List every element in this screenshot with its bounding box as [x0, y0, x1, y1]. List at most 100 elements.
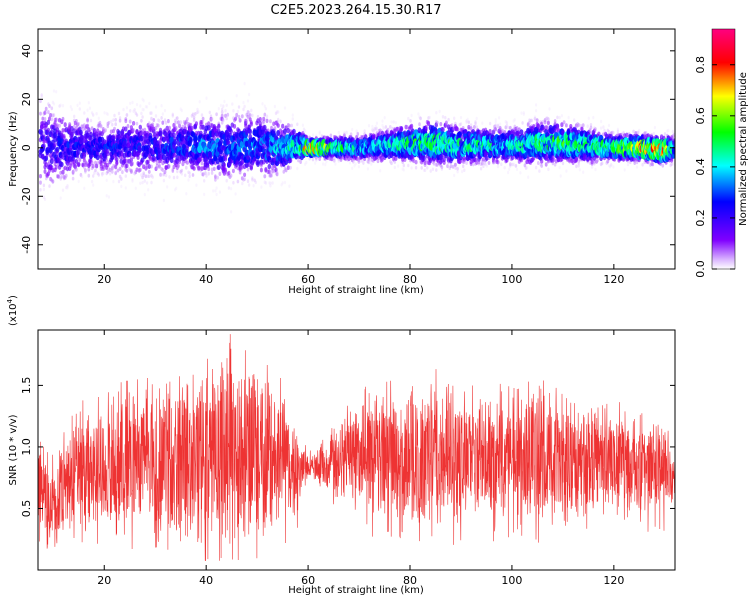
spectrogram-cell: [375, 126, 379, 131]
spectrogram-cell: [81, 162, 85, 168]
spectrogram-cell: [592, 115, 595, 120]
spectrogram-cell: [60, 174, 64, 179]
spectrogram-cell: [114, 117, 117, 122]
spectrogram-cell: [562, 120, 566, 125]
spectrogram-cell: [96, 171, 99, 176]
spectrogram-cell: [453, 116, 456, 121]
spectrogram-cell: [147, 141, 152, 147]
spectrogram-cell: [214, 174, 217, 179]
spectrogram-cell: [90, 111, 94, 115]
spectrogram-cell: [536, 123, 540, 128]
spectrogram-cell: [200, 120, 204, 125]
spectrogram-cell: [418, 122, 421, 127]
spectrogram-cell: [189, 122, 193, 127]
spectrogram-cell: [187, 170, 190, 175]
spectrogram-cell: [224, 113, 227, 118]
spectrogram-cell: [207, 121, 211, 126]
spectrogram-cell: [128, 152, 132, 158]
spectrogram-cell: [160, 173, 163, 177]
spectrogram-cell: [166, 185, 169, 189]
spectrogram-cell: [128, 119, 132, 124]
spectrogram-cell: [44, 124, 48, 129]
spectrogram-cell: [565, 169, 568, 173]
spectrogram-cell: [144, 174, 148, 179]
spectrogram-cell: [46, 127, 51, 133]
spectrogram-cell: [242, 107, 245, 112]
spectrogram-cell: [161, 112, 164, 116]
spectrogram-cell: [343, 133, 346, 138]
spectrogram-cell: [138, 167, 142, 172]
spectrogram-cell: [381, 119, 384, 123]
spectrogram-cell: [198, 166, 202, 171]
spectrogram-cell: [227, 186, 231, 190]
spectrogram-cell: [601, 161, 604, 166]
spectrogram-cell: [423, 163, 427, 167]
spectrogram-cell: [261, 102, 264, 106]
spectrogram-cell: [106, 112, 109, 117]
spectrogram-cell: [59, 103, 62, 107]
spectrogram-cell: [39, 99, 42, 104]
spectrogram-cell: [41, 116, 45, 121]
spectrogram-cell: [256, 161, 260, 167]
spectrogram-cell: [142, 173, 145, 178]
spectrogram-cell: [62, 176, 66, 180]
spectrogram-cell: [390, 161, 393, 166]
spectrogram-cell: [117, 130, 121, 137]
spectrogram-cell: [172, 164, 176, 170]
spectrogram-cell: [374, 127, 377, 131]
spectrogram-cell: [494, 127, 498, 132]
spectrogram-cell: [191, 173, 195, 177]
spectrogram-cell: [47, 110, 50, 115]
spectrogram-cell: [171, 169, 175, 173]
spectrogram-cell: [219, 103, 223, 108]
spectrogram-cell: [607, 123, 611, 128]
spectrogram-cell: [220, 116, 224, 122]
spectrogram-cell: [151, 175, 154, 179]
spectrogram-cell: [82, 151, 86, 157]
spectrogram-cell: [162, 198, 165, 203]
spectrogram-cell: [373, 134, 377, 139]
spectrogram-cell: [55, 90, 58, 94]
spectrogram-cell: [103, 166, 106, 171]
spectrogram-cell: [347, 157, 351, 162]
spectrogram-cell: [124, 186, 127, 190]
spectrogram-cell: [212, 136, 216, 141]
spectrogram-cell: [87, 167, 91, 172]
spectrogram-cell: [158, 164, 161, 169]
spectrogram-cell: [198, 100, 201, 104]
spectrogram-cell: [52, 89, 56, 93]
spectrogram-cell: [163, 170, 167, 175]
spectrogram-cell: [251, 177, 254, 182]
spectrogram-cell: [394, 156, 398, 161]
spectrogram-cell: [252, 184, 255, 188]
spectrogram-cell: [112, 179, 115, 184]
spectrogram-cell: [271, 181, 274, 185]
spectrogram-cell: [288, 157, 293, 163]
spectrogram-cell: [248, 128, 253, 135]
spectrogram-cell: [439, 122, 443, 127]
spectrogram-cell: [435, 168, 438, 172]
spectrogram-cell: [232, 123, 237, 129]
spectrogram-cell: [242, 177, 245, 182]
spectrogram-cell: [180, 168, 184, 173]
spectrogram-cell: [246, 99, 250, 103]
spectrogram-cell: [527, 175, 530, 179]
spectrogram-cell: [311, 133, 315, 137]
spectrogram-cell: [51, 100, 55, 105]
spectrogram-cell: [275, 110, 279, 114]
spectrogram-cell: [417, 112, 420, 116]
spectrogram-cell: [106, 148, 110, 154]
spectrogram-cell: [291, 113, 294, 117]
spectrogram-cell: [245, 119, 249, 124]
spectrogram-cell: [43, 197, 47, 201]
spectrogram-cell: [496, 123, 500, 127]
spectrogram-cell: [141, 175, 144, 180]
spectrogram-cell: [652, 131, 655, 136]
spectrogram-cell: [251, 113, 254, 118]
spectrogram-cell: [120, 184, 123, 189]
spectrogram-cell: [117, 111, 121, 116]
spectrogram-cell: [95, 163, 99, 169]
spectrogram-cell: [78, 101, 81, 105]
spectrogram-cell: [131, 179, 134, 183]
spectrogram-cell: [77, 122, 80, 126]
